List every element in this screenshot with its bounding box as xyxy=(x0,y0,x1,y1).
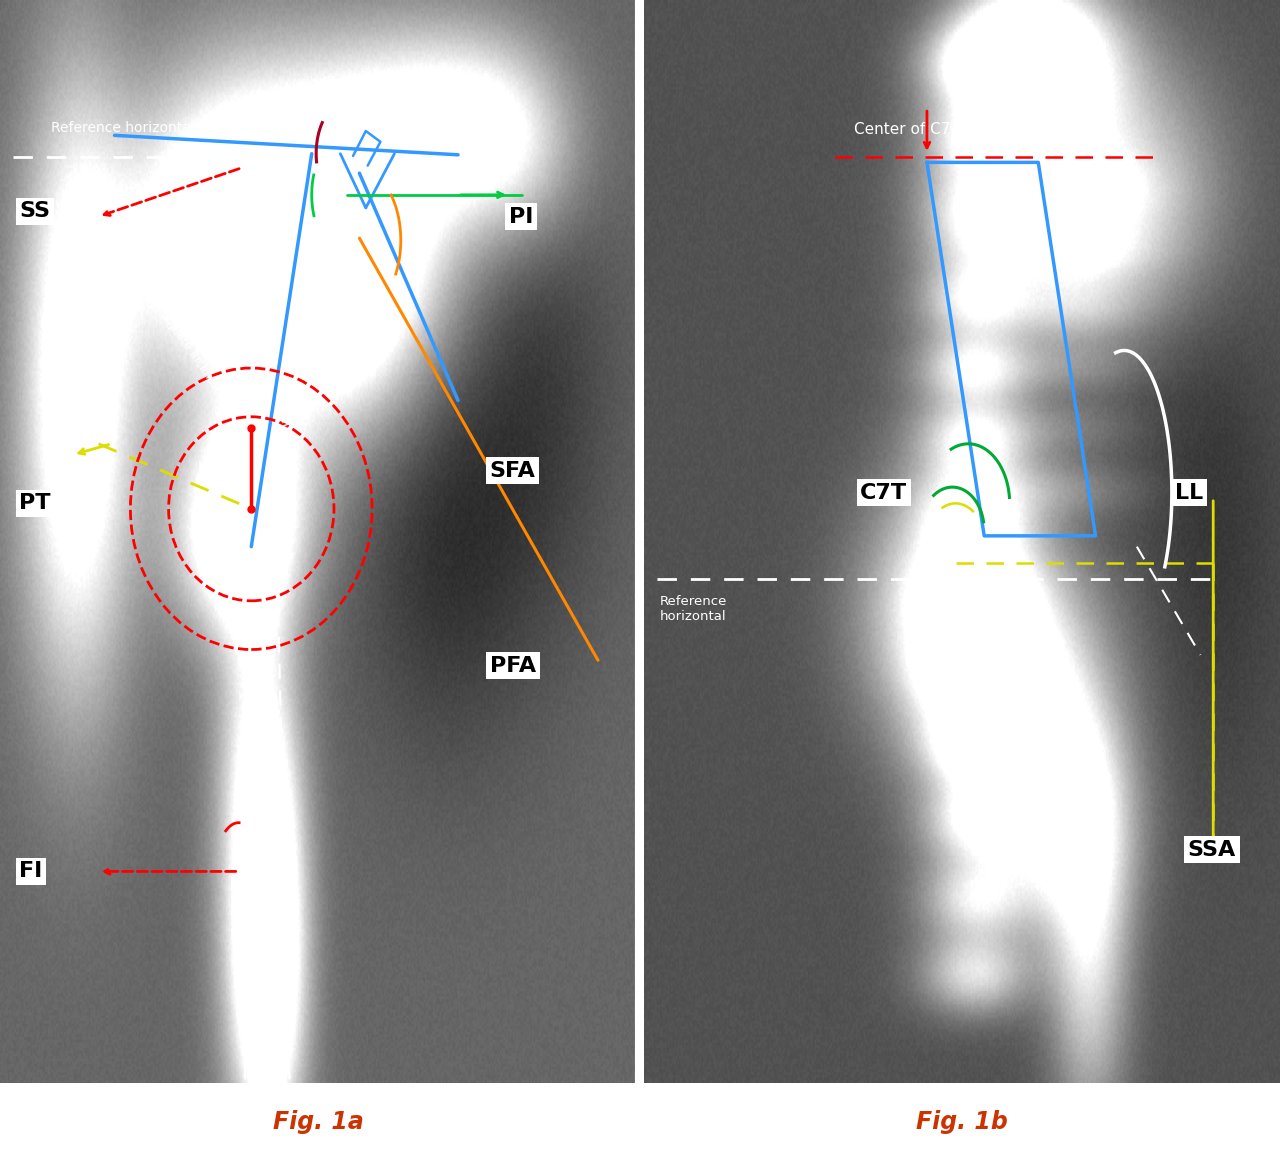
Text: PT: PT xyxy=(19,494,51,513)
Text: Reference horizontal: Reference horizontal xyxy=(51,121,195,135)
Text: SFA: SFA xyxy=(490,461,536,481)
Text: SS: SS xyxy=(19,201,50,221)
Text: SSA: SSA xyxy=(1188,839,1236,860)
Text: PI: PI xyxy=(509,206,534,227)
Text: S1 endplate inclination: S1 endplate inclination xyxy=(143,286,232,406)
Text: PFA: PFA xyxy=(490,655,536,676)
Text: LL: LL xyxy=(1175,483,1203,503)
Text: Pelvic axis: Pelvic axis xyxy=(275,407,303,470)
Text: Line along the axis of the femur: Line along the axis of the femur xyxy=(260,723,293,889)
Text: Fig. 1a: Fig. 1a xyxy=(273,1109,364,1134)
Text: Reference vertical: Reference vertical xyxy=(238,759,252,854)
Text: FI: FI xyxy=(19,861,42,881)
Text: C7T: C7T xyxy=(860,483,908,503)
Text: Center of C7: Center of C7 xyxy=(854,122,950,137)
Text: Reference
horizontal: Reference horizontal xyxy=(659,595,727,624)
Text: Fig. 1b: Fig. 1b xyxy=(916,1109,1007,1134)
